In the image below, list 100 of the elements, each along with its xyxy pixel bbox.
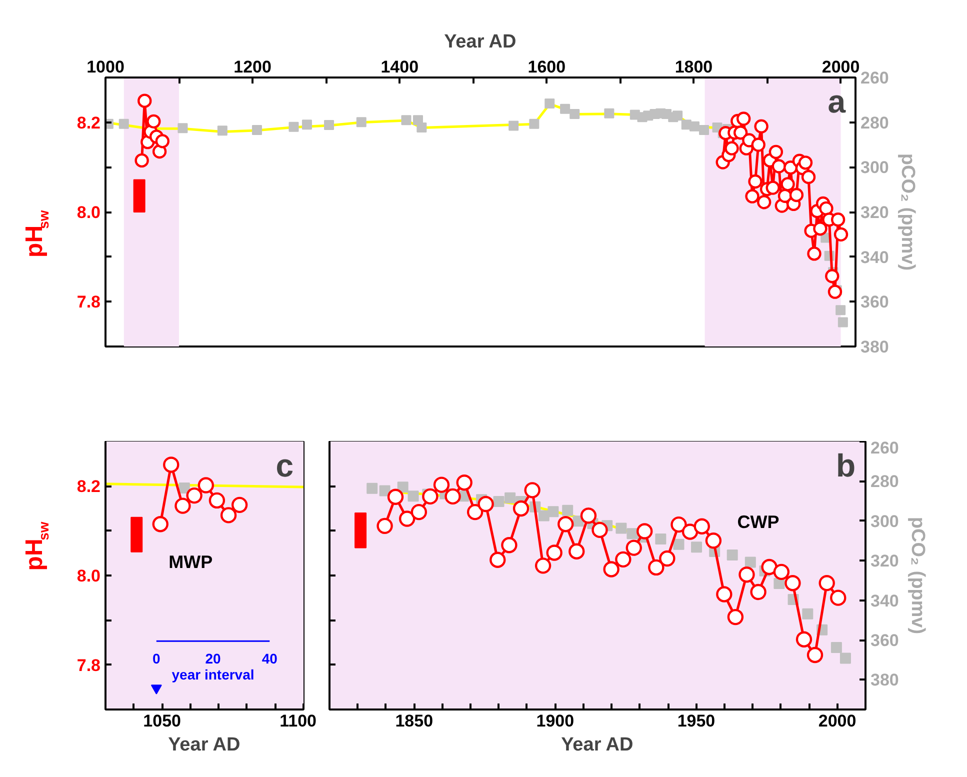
- point: [838, 317, 848, 328]
- point: [548, 506, 559, 518]
- point: [834, 227, 848, 242]
- y2-tick-label: 260: [860, 68, 889, 88]
- point: [252, 124, 262, 135]
- point: [733, 126, 748, 140]
- point: [570, 109, 580, 120]
- x-tick-label: 1400: [380, 58, 419, 76]
- point: [356, 117, 366, 128]
- x-tick-label: 1900: [536, 712, 574, 730]
- point: [699, 124, 710, 135]
- y-tick-label: 8.0: [76, 203, 101, 222]
- point: [670, 516, 687, 533]
- point: [801, 170, 816, 184]
- point: [433, 476, 450, 493]
- point: [558, 516, 574, 532]
- point: [724, 141, 739, 156]
- x-axis-title: Year AD: [444, 32, 516, 52]
- point: [387, 488, 404, 505]
- point: [766, 180, 780, 195]
- point: [501, 537, 518, 554]
- point: [186, 487, 202, 504]
- text: 300: [870, 512, 899, 531]
- point: [146, 114, 161, 129]
- y2-tick-label: 340: [860, 248, 889, 267]
- y-axis-title: pHsw: [21, 210, 52, 258]
- point: [444, 488, 461, 505]
- point: [152, 516, 168, 532]
- y2-tick-label: 360: [860, 292, 889, 312]
- point: [422, 488, 438, 505]
- point: [694, 518, 710, 534]
- point: [150, 684, 162, 694]
- point: [761, 558, 778, 576]
- point: [796, 631, 812, 648]
- point: [768, 144, 784, 160]
- point: [604, 108, 614, 118]
- point: [716, 586, 732, 602]
- point: [736, 112, 751, 126]
- point: [802, 608, 814, 620]
- y-axis-title: pHsw: [21, 522, 52, 571]
- x-tick-label: 1100: [280, 712, 317, 730]
- y-tick-label: 8.0: [76, 566, 101, 586]
- text: 280: [870, 472, 899, 492]
- point: [744, 556, 756, 568]
- point: [490, 552, 506, 568]
- point: [673, 538, 684, 550]
- point: [580, 508, 597, 524]
- point: [748, 174, 762, 189]
- point: [772, 159, 786, 174]
- annotation: MWP: [168, 552, 213, 572]
- point: [118, 118, 129, 129]
- point: [828, 284, 842, 299]
- point: [302, 120, 312, 130]
- y-tick-label: 7.8: [76, 292, 101, 312]
- point: [512, 500, 530, 517]
- point: [560, 104, 570, 114]
- point: [546, 544, 562, 561]
- point: [727, 608, 744, 626]
- y2-axis-title: pCO₂ (ppmv): [906, 516, 928, 634]
- point: [798, 156, 813, 170]
- annotation: 0: [152, 650, 160, 667]
- point: [155, 134, 170, 148]
- point: [672, 110, 683, 121]
- point: [217, 126, 228, 136]
- point: [366, 482, 378, 494]
- x-axis-title: Year AD: [561, 734, 634, 756]
- point: [493, 496, 504, 507]
- annotation: CWP: [737, 512, 780, 532]
- point: [806, 646, 824, 664]
- y2-axis-title: pCO₂ (ppmv): [896, 153, 918, 271]
- point: [807, 246, 822, 261]
- text: 360: [870, 631, 899, 650]
- point: [830, 642, 842, 654]
- point: [818, 575, 835, 592]
- point: [288, 122, 299, 132]
- point: [534, 558, 552, 574]
- chart-title: a: [828, 84, 846, 120]
- point: [398, 510, 416, 527]
- x-tick-label: 2000: [818, 712, 856, 730]
- x-tick-label: 1200: [234, 58, 272, 76]
- x-axis-title: Year AD: [168, 734, 240, 756]
- x-tick-label: 1000: [86, 58, 124, 76]
- point: [231, 496, 248, 514]
- point: [466, 504, 484, 520]
- point: [830, 590, 846, 606]
- point: [626, 540, 642, 556]
- point: [324, 120, 334, 130]
- point: [615, 551, 632, 568]
- point: [198, 477, 214, 494]
- point: [689, 121, 700, 132]
- point: [163, 456, 180, 473]
- point: [568, 543, 585, 560]
- x-tick-label: 1050: [143, 712, 181, 730]
- point: [376, 518, 393, 534]
- y2-tick-label: 300: [860, 158, 889, 178]
- y2-tick-label: 380: [860, 338, 889, 356]
- y2-tick-label: 320: [860, 203, 889, 222]
- point: [691, 542, 702, 553]
- point: [134, 153, 149, 168]
- chart-title: b: [836, 448, 856, 484]
